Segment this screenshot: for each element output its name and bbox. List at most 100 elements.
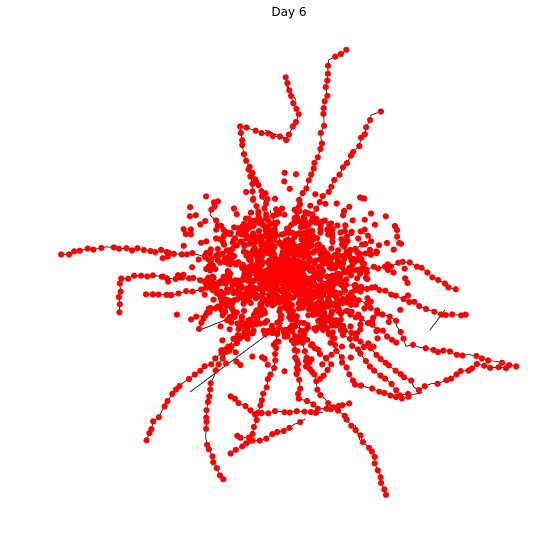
graph-node (368, 448, 375, 455)
graph-node (98, 244, 105, 251)
graph-node (297, 419, 304, 426)
graph-node (296, 208, 303, 215)
graph-node (247, 209, 254, 216)
graph-node (320, 305, 327, 312)
graph-node (338, 236, 345, 243)
graph-node (377, 474, 384, 481)
graph-node (314, 154, 321, 161)
graph-node (269, 267, 276, 274)
graph-edge (413, 392, 423, 395)
graph-node (429, 274, 436, 281)
graph-node (360, 343, 368, 351)
graph-node (147, 248, 154, 255)
graph-node (334, 257, 342, 264)
graph-node (217, 323, 224, 330)
graph-node (223, 302, 230, 309)
graph-node (138, 272, 145, 279)
graph-node (259, 354, 266, 361)
graph-node (115, 293, 122, 301)
graph-node (245, 166, 252, 173)
graph-node (400, 295, 407, 303)
graph-node (342, 240, 349, 247)
graph-node (323, 284, 330, 291)
graph-node (159, 255, 166, 262)
graph-node (343, 276, 350, 283)
graph-node (281, 211, 288, 218)
graph-node (255, 210, 262, 217)
graph-node (393, 387, 400, 394)
graph-node (239, 261, 247, 268)
graph-node (155, 291, 162, 298)
graph-node (228, 286, 235, 293)
graph-node (366, 246, 374, 253)
graph-node (213, 217, 220, 224)
graph-node (329, 238, 336, 246)
graph-node (273, 206, 280, 213)
graph-node (219, 239, 227, 246)
graph-node (110, 244, 117, 251)
graph-node (228, 319, 235, 326)
graph-node (311, 311, 318, 318)
graph-node (203, 407, 210, 414)
graph-node (422, 305, 430, 313)
graph-node (352, 426, 359, 434)
graph-node (205, 274, 212, 281)
graph-node (293, 105, 300, 112)
graph-node (249, 353, 256, 360)
graph-node (379, 311, 386, 318)
graph-node (361, 226, 368, 233)
graph-node (441, 280, 448, 287)
graph-node (210, 199, 217, 206)
graph-node (317, 129, 324, 136)
graph-node (502, 365, 510, 372)
graph-node (282, 248, 289, 255)
graph-nodes (58, 46, 520, 498)
graph-node (405, 393, 412, 400)
graph-node (261, 268, 268, 275)
graph-node (398, 240, 405, 247)
graph-node (229, 281, 236, 288)
graph-node (276, 324, 283, 331)
graph-node (268, 259, 275, 266)
graph-node (197, 277, 204, 284)
graph-node (302, 357, 310, 364)
graph-node (185, 375, 193, 383)
graph-node (309, 211, 316, 218)
graph-node (293, 357, 300, 364)
graph-node (240, 151, 248, 158)
graph-node (178, 274, 186, 281)
graph-node (392, 393, 400, 401)
graph-node (295, 390, 302, 397)
graph-node (289, 123, 296, 130)
graph-node (394, 233, 401, 240)
graph-node (164, 253, 171, 260)
graph-node (269, 329, 276, 337)
graph-node (300, 274, 307, 281)
graph-node (125, 275, 132, 282)
graph-node (243, 124, 250, 131)
graph-node (258, 130, 265, 137)
graph-node (242, 402, 249, 410)
graph-node (268, 291, 275, 298)
graph-node (183, 288, 190, 295)
graph-node (323, 354, 330, 361)
graph-node (283, 289, 290, 296)
graph-node (232, 349, 239, 356)
graph-node (250, 222, 257, 229)
graph-node (362, 274, 370, 282)
graph-node (238, 313, 245, 320)
graph-node (281, 272, 288, 279)
graph-node (352, 281, 359, 289)
graph-node (415, 387, 422, 394)
graph-node (256, 437, 263, 444)
graph-node (71, 248, 78, 255)
graph-node (404, 292, 411, 299)
graph-node (250, 319, 257, 326)
graph-node (239, 141, 246, 149)
graph-node (242, 231, 250, 238)
graph-node (324, 62, 332, 69)
graph-node (202, 218, 209, 225)
graph-node (226, 247, 233, 254)
graph-node (292, 171, 300, 178)
graph-node (243, 249, 250, 257)
